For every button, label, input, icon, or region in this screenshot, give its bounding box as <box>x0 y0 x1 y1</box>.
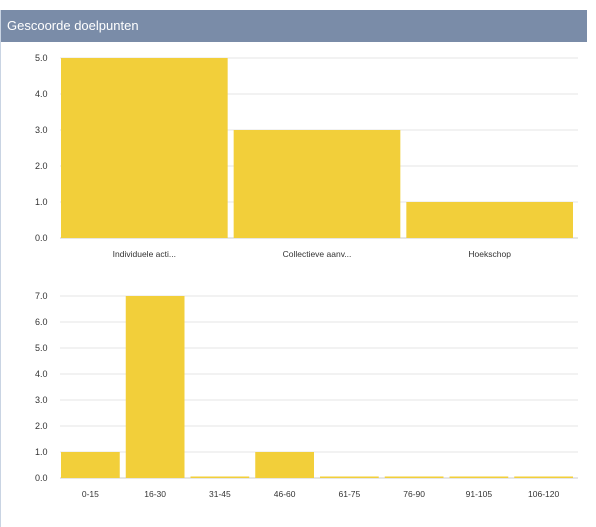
y-tick-label: 2.0 <box>35 421 48 431</box>
y-tick-label: 4.0 <box>35 369 48 379</box>
y-tick-label: 5.0 <box>35 53 48 63</box>
bar <box>514 476 573 478</box>
bar <box>406 202 573 238</box>
bar <box>61 58 228 238</box>
category-label: 76-90 <box>403 489 425 499</box>
bar <box>320 476 379 478</box>
y-tick-label: 3.0 <box>35 125 48 135</box>
bar <box>190 476 250 478</box>
category-label: 46-60 <box>274 489 296 499</box>
category-label: Individuele acti... <box>113 249 176 259</box>
bar <box>384 476 444 478</box>
category-label: 0-15 <box>82 489 99 499</box>
bar <box>61 452 120 478</box>
category-label: 31-45 <box>209 489 231 499</box>
y-tick-label: 7.0 <box>35 291 48 301</box>
category-label: 61-75 <box>339 489 361 499</box>
category-label: 106-120 <box>528 489 559 499</box>
category-label: 16-30 <box>144 489 166 499</box>
y-tick-label: 5.0 <box>35 343 48 353</box>
y-tick-label: 2.0 <box>35 161 48 171</box>
y-tick-label: 0.0 <box>35 473 48 483</box>
bar <box>449 476 509 478</box>
y-tick-label: 6.0 <box>35 317 48 327</box>
category-label: 91-105 <box>466 489 493 499</box>
y-tick-label: 3.0 <box>35 395 48 405</box>
y-tick-label: 1.0 <box>35 197 48 207</box>
category-label: Collectieve aanv... <box>283 249 352 259</box>
bar <box>255 452 314 478</box>
panel-title: Gescoorde doelpunten <box>1 10 587 42</box>
y-tick-label: 0.0 <box>35 233 48 243</box>
category-label: Hoekschop <box>468 249 511 259</box>
bar <box>233 130 401 238</box>
bar <box>125 296 185 478</box>
y-tick-label: 4.0 <box>35 89 48 99</box>
y-tick-label: 1.0 <box>35 447 48 457</box>
